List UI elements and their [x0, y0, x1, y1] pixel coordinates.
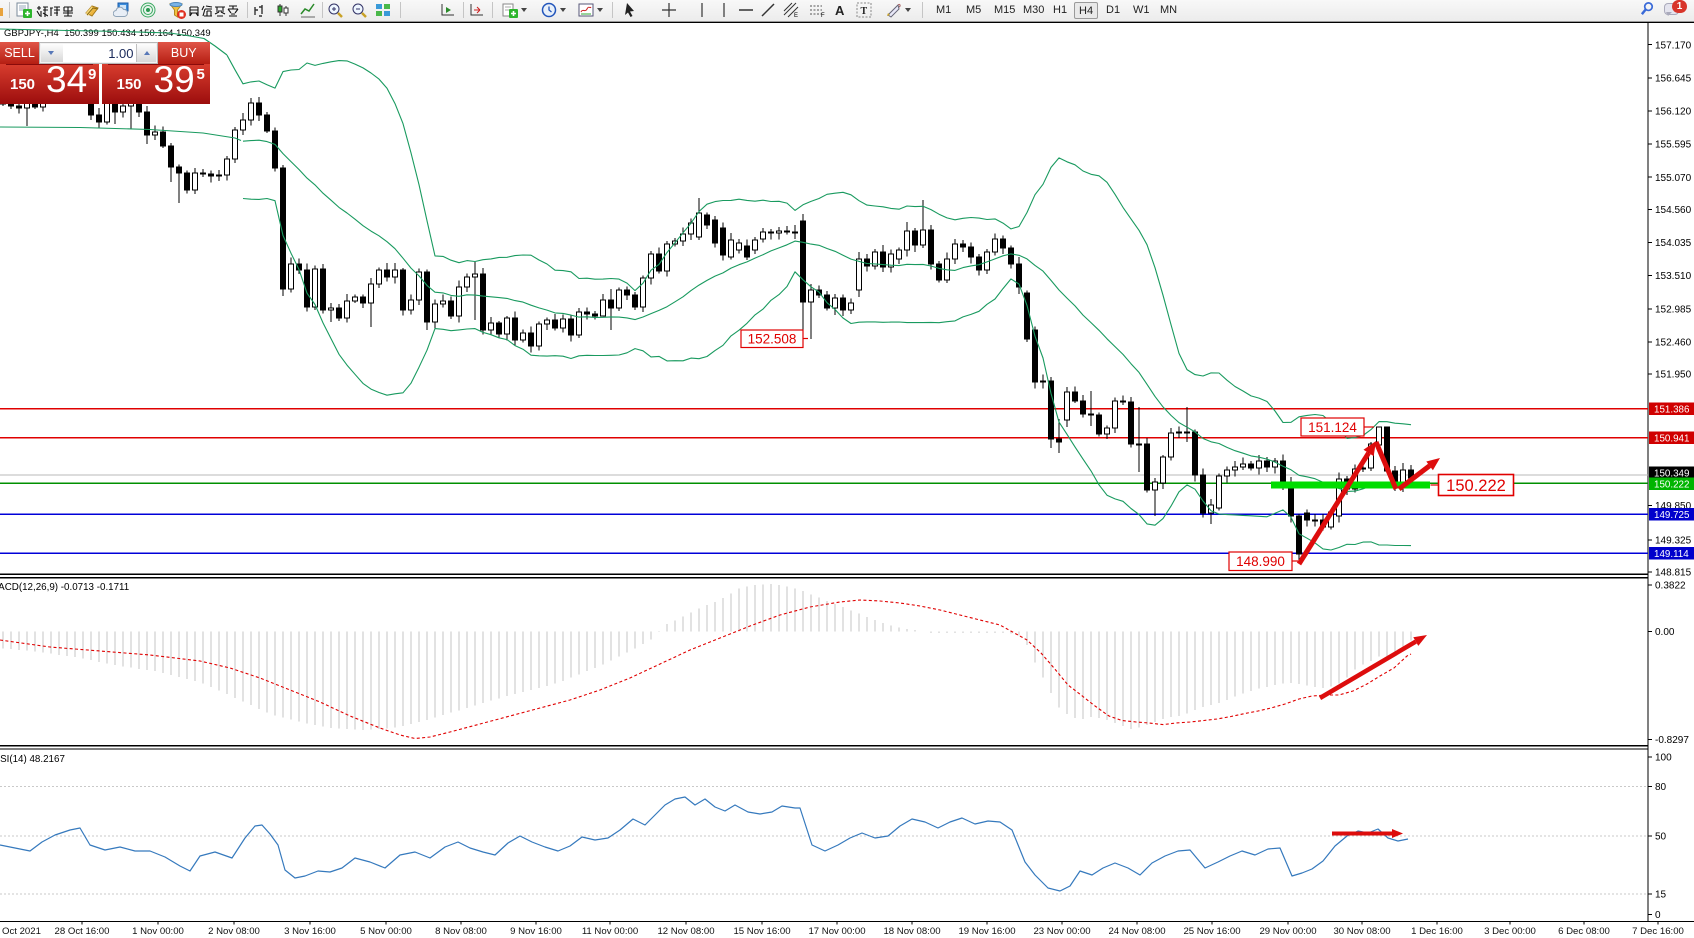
svg-text:GBPJPY-,H4 150.399 150.434 15: GBPJPY-,H4 150.399 150.434 150.164 150.3… [4, 27, 211, 38]
svg-text:152.460: 152.460 [1655, 338, 1692, 349]
svg-text:100: 100 [1655, 753, 1672, 764]
svg-text:24 Nov 08:00: 24 Nov 08:00 [1108, 926, 1165, 937]
svg-text:152.508: 152.508 [748, 332, 797, 347]
svg-text:23 Nov 00:00: 23 Nov 00:00 [1033, 926, 1090, 937]
svg-text:149.850: 149.850 [1655, 501, 1692, 512]
svg-text:148.990: 148.990 [1236, 554, 1285, 569]
svg-text:5 Nov 00:00: 5 Nov 00:00 [360, 926, 412, 937]
svg-text:154.035: 154.035 [1655, 238, 1692, 249]
svg-text:152.985: 152.985 [1655, 304, 1692, 315]
svg-text:MACD(12,26,9) -0.0713 -0.1711: MACD(12,26,9) -0.0713 -0.1711 [0, 582, 129, 593]
svg-text:3 Nov 16:00: 3 Nov 16:00 [284, 926, 336, 937]
svg-text:149.325: 149.325 [1655, 535, 1692, 546]
svg-text:F: F [821, 13, 825, 19]
svg-text:1 Nov 00:00: 1 Nov 00:00 [132, 926, 184, 937]
svg-text:0.00: 0.00 [1655, 627, 1675, 638]
svg-text:9 Nov 16:00: 9 Nov 16:00 [510, 926, 562, 937]
svg-text:150.349: 150.349 [1654, 469, 1689, 480]
svg-text:150.222: 150.222 [1654, 479, 1689, 490]
svg-text:151.124: 151.124 [1308, 420, 1357, 435]
svg-text:151.950: 151.950 [1655, 370, 1692, 381]
svg-text:156.120: 156.120 [1655, 107, 1692, 118]
svg-text:148.815: 148.815 [1655, 568, 1692, 579]
svg-text:19 Nov 16:00: 19 Nov 16:00 [958, 926, 1015, 937]
svg-text:1 Dec 16:00: 1 Dec 16:00 [1411, 926, 1463, 937]
svg-text:80: 80 [1655, 782, 1667, 793]
svg-text:29 Nov 00:00: 29 Nov 00:00 [1259, 926, 1316, 937]
svg-text:T: T [861, 6, 868, 17]
svg-text:0.3822: 0.3822 [1655, 581, 1686, 592]
svg-text:15 Nov 16:00: 15 Nov 16:00 [733, 926, 790, 937]
svg-text:151.386: 151.386 [1654, 405, 1690, 416]
svg-text:18 Nov 08:00: 18 Nov 08:00 [883, 926, 940, 937]
svg-text:155.070: 155.070 [1655, 173, 1692, 184]
svg-text:154.560: 154.560 [1655, 205, 1692, 216]
svg-text:157.170: 157.170 [1655, 40, 1692, 51]
svg-text:15: 15 [1655, 889, 1667, 900]
svg-text:2 Nov 08:00: 2 Nov 08:00 [208, 926, 260, 937]
svg-text:149.114: 149.114 [1654, 549, 1689, 560]
svg-text:28 Oct 16:00: 28 Oct 16:00 [55, 926, 110, 937]
svg-text:25 Nov 16:00: 25 Nov 16:00 [1183, 926, 1240, 937]
svg-text:-0.8297: -0.8297 [1655, 735, 1689, 746]
svg-text:50: 50 [1655, 832, 1667, 843]
svg-text:Oct 2021: Oct 2021 [2, 926, 41, 937]
svg-text:3 Dec 00:00: 3 Dec 00:00 [1484, 926, 1536, 937]
svg-text:17 Nov 00:00: 17 Nov 00:00 [808, 926, 865, 937]
svg-text:E: E [794, 13, 798, 19]
svg-text:7 Dec 16:00: 7 Dec 16:00 [1632, 926, 1684, 937]
svg-text:30 Nov 08:00: 30 Nov 08:00 [1333, 926, 1390, 937]
svg-text:155.595: 155.595 [1655, 140, 1692, 151]
svg-text:0: 0 [1655, 910, 1661, 921]
svg-text:12 Nov 08:00: 12 Nov 08:00 [657, 926, 714, 937]
svg-text:149.725: 149.725 [1654, 510, 1690, 521]
svg-text:153.510: 153.510 [1655, 271, 1692, 282]
svg-text:11 Nov 00:00: 11 Nov 00:00 [582, 926, 638, 937]
svg-text:150.222: 150.222 [1446, 477, 1506, 495]
svg-text:150.941: 150.941 [1654, 434, 1689, 445]
svg-text:RSI(14) 48.2167: RSI(14) 48.2167 [0, 754, 65, 765]
svg-text:156.645: 156.645 [1655, 73, 1692, 84]
svg-text:6 Dec 08:00: 6 Dec 08:00 [1558, 926, 1610, 937]
svg-text:8 Nov 08:00: 8 Nov 08:00 [435, 926, 487, 937]
